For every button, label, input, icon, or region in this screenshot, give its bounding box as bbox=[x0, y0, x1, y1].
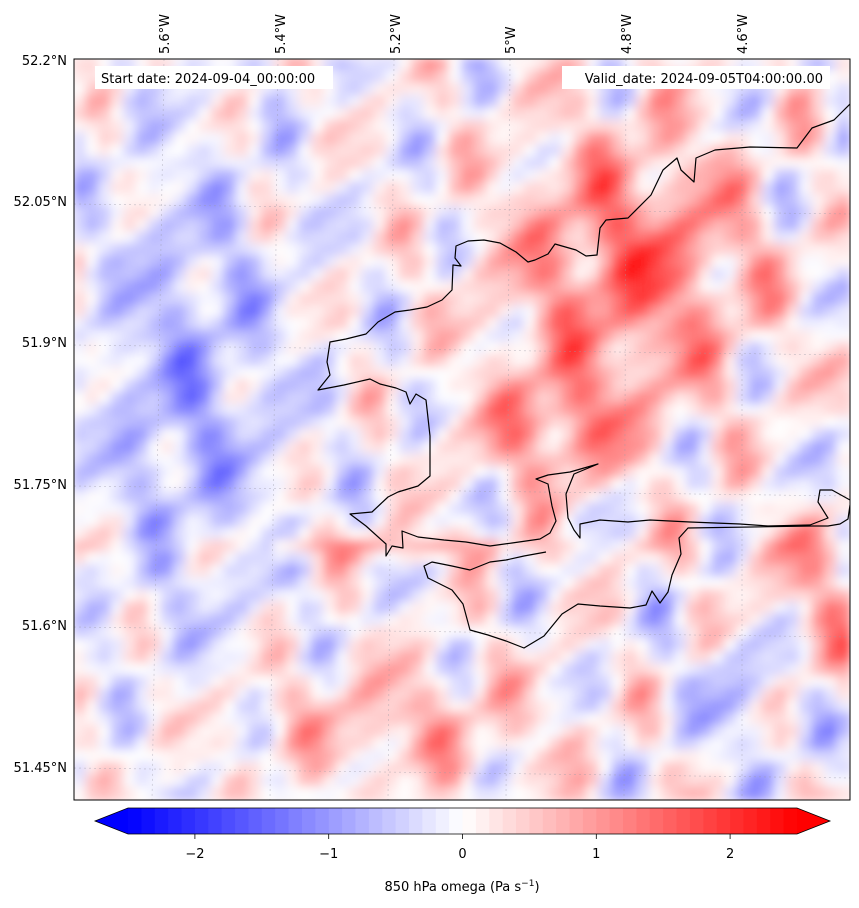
map-border bbox=[73, 58, 851, 801]
colorbar-bin bbox=[221, 808, 236, 834]
colorbar-bin bbox=[649, 808, 664, 834]
lon-label: 5.6°W bbox=[158, 14, 173, 54]
lat-label: 52.05°N bbox=[14, 195, 67, 210]
colorbar-bin bbox=[382, 808, 397, 834]
valid-date-label: Valid_date: 2024-09-05T04:00:00.00 bbox=[585, 72, 823, 87]
colorbar-bin bbox=[288, 808, 303, 834]
colorbar-tick-label: 2 bbox=[726, 847, 734, 862]
colorbar-tick-label: −2 bbox=[185, 847, 204, 862]
lat-label: 51.6°N bbox=[22, 619, 67, 634]
colorbar-bin bbox=[516, 808, 530, 834]
coastline-south bbox=[423, 504, 850, 649]
colorbar-bin bbox=[248, 808, 263, 834]
colorbar-bin bbox=[475, 808, 490, 834]
colorbar-bin bbox=[261, 808, 276, 834]
colorbar-bin bbox=[168, 808, 183, 834]
gridlines bbox=[74, 59, 850, 800]
colorbar-bin bbox=[368, 808, 383, 834]
lat-label: 51.45°N bbox=[14, 761, 67, 776]
colorbar-bin bbox=[609, 808, 624, 834]
colorbar-bin bbox=[730, 808, 745, 834]
colorbar-bin bbox=[342, 808, 357, 834]
colorbar-bin bbox=[395, 808, 410, 834]
colorbar-bin bbox=[703, 808, 718, 834]
start-date-box bbox=[95, 66, 333, 89]
colorbar-extend-high bbox=[797, 808, 830, 834]
colorbar-bin bbox=[783, 808, 798, 834]
colorbar-tick-label: −1 bbox=[319, 847, 338, 862]
colorbar-bin bbox=[636, 808, 651, 834]
colorbar-bin bbox=[328, 808, 343, 834]
colorbar-bin bbox=[301, 808, 316, 834]
colorbar-bin bbox=[596, 808, 611, 834]
meridian-5w bbox=[505, 59, 511, 800]
lon-label: 4.8°W bbox=[620, 14, 635, 54]
parallel-51-6n bbox=[74, 626, 850, 638]
parallel-51-45n bbox=[74, 767, 850, 779]
colorbar-bin bbox=[556, 808, 571, 834]
colorbar-bin bbox=[663, 808, 678, 834]
colorbar-bin bbox=[408, 808, 423, 834]
colorbar-bin bbox=[623, 808, 638, 834]
colorbar-bin bbox=[275, 808, 290, 834]
colorbar-bin bbox=[716, 808, 731, 834]
colorbar-tick-label: 1 bbox=[592, 847, 600, 862]
longitude-labels: 5.6°W 5.4°W 5.2°W 5°W 4.8°W 4.6°W bbox=[158, 14, 751, 54]
lat-label: 51.9°N bbox=[22, 336, 67, 351]
colorbar-bin bbox=[569, 808, 584, 834]
colorbar-bin bbox=[582, 808, 597, 834]
colorbar-bin bbox=[181, 808, 196, 834]
parallel-51-75n bbox=[74, 485, 850, 497]
colorbar-bin bbox=[542, 808, 557, 834]
colorbar-bin bbox=[154, 808, 169, 834]
lon-label: 5°W bbox=[504, 26, 519, 54]
colorbar-bin bbox=[529, 808, 544, 834]
map-panel[interactable]: Start date: 2024-09-04_00:00:00 Valid_da… bbox=[73, 58, 851, 801]
omega-field bbox=[74, 59, 850, 800]
colorbar-bin bbox=[128, 808, 142, 834]
meridian-5-2w bbox=[387, 59, 395, 800]
colorbar-tick-label: 0 bbox=[458, 847, 466, 862]
colorbar-bin bbox=[235, 808, 250, 834]
colorbar-ticks: −2 −1 0 1 2 bbox=[185, 834, 734, 862]
colorbar-bin bbox=[462, 808, 477, 834]
latitude-labels: 52.2°N 52.05°N 51.9°N 51.75°N 51.6°N 51.… bbox=[14, 54, 67, 776]
colorbar-bin bbox=[194, 808, 209, 834]
meridian-5-4w bbox=[269, 59, 279, 800]
lon-label: 5.2°W bbox=[389, 14, 404, 54]
colorbar-bin bbox=[743, 808, 758, 834]
colorbar-bin bbox=[689, 808, 704, 834]
colorbar-bin bbox=[756, 808, 771, 834]
colorbar-bin bbox=[449, 808, 464, 834]
colorbar-extend-low bbox=[95, 808, 128, 834]
meridian-4-8w bbox=[623, 59, 627, 800]
colorbar-bin bbox=[422, 808, 437, 834]
colorbar-outline bbox=[93, 807, 832, 835]
colorbar-bin bbox=[435, 808, 450, 834]
parallel-52-05n bbox=[74, 203, 850, 215]
lat-label: 51.75°N bbox=[14, 478, 67, 493]
lat-label: 52.2°N bbox=[22, 54, 67, 69]
colorbar-label: 850 hPa omega (Pa s−1) bbox=[384, 879, 539, 895]
lon-label: 5.4°W bbox=[274, 14, 289, 54]
coastline-north bbox=[317, 103, 850, 557]
parallel-51-9n bbox=[74, 344, 850, 356]
lon-label: 4.6°W bbox=[736, 14, 751, 54]
coastline bbox=[317, 103, 850, 649]
colorbar-bin bbox=[355, 808, 370, 834]
start-date-label: Start date: 2024-09-04_00:00:00 bbox=[101, 72, 315, 87]
colorbar-bins bbox=[128, 808, 798, 834]
colorbar-bin bbox=[315, 808, 330, 834]
colorbar: −2 −1 0 1 2 850 hPa omega (Pa s−1) bbox=[93, 807, 832, 895]
colorbar-bin bbox=[676, 808, 691, 834]
colorbar-bin bbox=[502, 808, 517, 834]
colorbar-bin bbox=[489, 808, 504, 834]
valid-date-box bbox=[562, 66, 830, 89]
colorbar-bin bbox=[208, 808, 223, 834]
colorbar-bin bbox=[770, 808, 785, 834]
colorbar-bin bbox=[141, 808, 156, 834]
meridian-5-6w bbox=[151, 59, 165, 800]
